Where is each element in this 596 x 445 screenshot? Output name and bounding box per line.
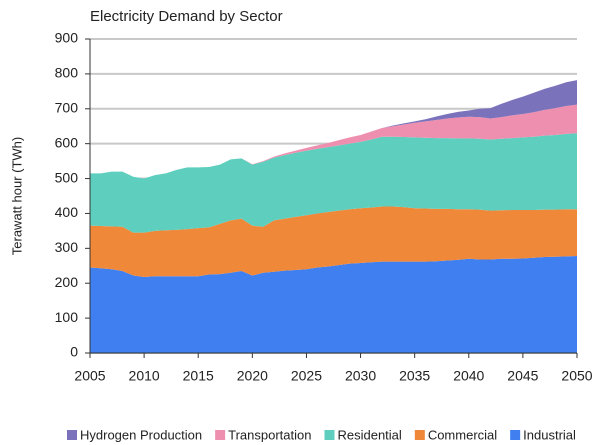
y-tick-label: 700 [55,99,79,115]
x-tick-label: 2020 [237,368,268,384]
y-tick-label: 500 [55,169,79,185]
legend-label: Hydrogen Production [80,427,202,442]
chart-title: Electricity Demand by Sector [90,8,283,25]
x-tick-label: 2015 [183,368,214,384]
x-tick-label: 2040 [453,368,484,384]
area [90,206,577,277]
legend-label: Residential [337,427,401,442]
y-tick-label: 300 [55,239,79,255]
x-tick-label: 2035 [399,368,430,384]
legend-swatch [67,430,77,440]
legend-swatch [324,430,335,440]
area [90,256,577,353]
legend-swatch [414,430,425,440]
area [90,133,577,233]
x-tick-label: 2005 [74,368,105,384]
x-tick-label: 2030 [345,368,376,384]
legend-swatch [510,430,521,440]
legend-swatch [215,430,226,440]
area [90,104,577,179]
y-tick-label: 600 [55,134,79,150]
y-tick-label: 100 [55,309,79,325]
y-axis-label: Terawatt hour (TWh) [9,137,24,255]
x-tick-label: 2010 [129,368,160,384]
x-tick-label: 2050 [561,368,592,384]
legend-label: Transportation [228,427,311,442]
legend-label: Commercial [428,427,497,442]
legend-label: Industrial [523,427,576,442]
y-tick-label: 800 [55,65,79,81]
y-tick-label: 0 [70,344,78,360]
y-tick-label: 200 [55,274,79,290]
y-tick-label: 900 [55,30,79,46]
y-tick-label: 400 [55,204,79,220]
x-tick-label: 2025 [291,368,322,384]
x-tick-label: 2045 [507,368,538,384]
